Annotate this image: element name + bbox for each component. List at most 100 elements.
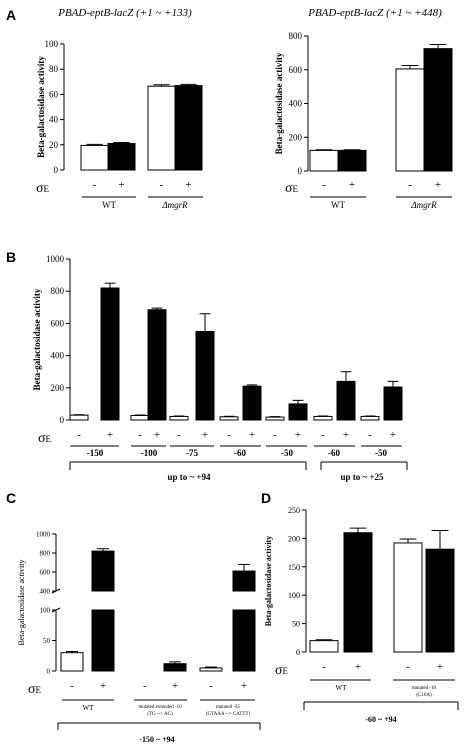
chart-a-left-category-label: +	[118, 179, 124, 191]
chart-b-category-label: +	[249, 429, 255, 441]
chart-a-right-y-tick-label: 800	[289, 31, 303, 41]
chart-a-left-title: PBAD-eptB-lacZ (+1 ~ +133)	[57, 7, 192, 19]
chart-c-category-label: -	[143, 680, 147, 692]
chart-d-group-label: mutated -10	[412, 686, 437, 691]
chart-b-group-label: -60	[328, 448, 340, 458]
chart-c-category-label: -	[209, 680, 213, 692]
chart-d-y-tick-label: 150	[288, 563, 300, 572]
chart-b-category-label: -	[77, 429, 81, 441]
chart-b-bar	[265, 416, 285, 421]
chart-b-category-label: -	[368, 429, 372, 441]
chart-b-category-label: +	[390, 429, 396, 441]
chart-c-group-label: WT	[83, 704, 95, 712]
chart-c-y-tick-label: 1000	[36, 531, 51, 539]
chart-d-bottom-label: -60 ~ +94	[365, 715, 396, 724]
chart-a-left-y-axis-label: Beta-galactosidase activity	[36, 56, 46, 158]
chart-a-right-y-tick-label: 200	[289, 132, 303, 142]
chart-b-bracket-label: up to ~ +94	[167, 472, 211, 482]
chart-d-y-tick-label: 100	[288, 591, 300, 600]
chart-a-left-bar	[107, 143, 136, 171]
chart-a-right-group-label: WT	[331, 200, 345, 210]
chart-c-y-tick-label: 600	[40, 569, 51, 577]
chart-c-bar-lower	[232, 609, 256, 672]
chart-c-category-label: -	[70, 680, 74, 692]
chart-b-bar	[360, 415, 380, 421]
chart-c-y-tick-label: 100	[40, 607, 51, 615]
chart-b-bar	[130, 414, 150, 421]
chart-a-left-bar	[147, 85, 176, 171]
chart-c-category-label: +	[100, 680, 106, 692]
chart-b-group-label: -50	[375, 448, 387, 458]
panel-letter-c: C	[6, 490, 16, 506]
chart-b-y-tick-label: 800	[51, 286, 65, 296]
chart-c-bar-lower	[91, 609, 115, 672]
chart-a-right-category-label: +	[349, 179, 355, 191]
chart-d-bar	[425, 548, 455, 653]
chart-b-bracket-label: up to ~ +25	[340, 472, 384, 482]
chart-b-bar	[313, 415, 333, 421]
chart-b-group-label: -75	[186, 448, 198, 458]
chart-d-y-tick-label: 200	[288, 534, 300, 543]
chart-b-category-label: +	[154, 429, 160, 441]
chart-a-left-category-label: -	[93, 179, 97, 191]
panel-letter-b: B	[6, 249, 16, 265]
chart-a-right-bar	[423, 48, 453, 172]
chart-a-right-category-label: -	[322, 179, 326, 191]
chart-a-left-y-tick-label: 40	[49, 115, 59, 125]
chart-b-bar	[100, 287, 120, 421]
chart-a-right-sigma-label: σE	[285, 181, 299, 196]
chart-b-bar	[219, 416, 239, 421]
chart-c-group-label: mutated -35	[216, 705, 241, 710]
chart-c-group-label: (TG --> AC)	[147, 712, 173, 717]
chart-a-left-category-label: +	[185, 179, 191, 191]
chart-d-y-axis-label: Beta-galactosidase activity	[264, 536, 273, 626]
chart-c-bar	[60, 652, 84, 672]
charts-layer: 0 20 40 60 80 100 Beta-galactosidase activity -…	[17, 7, 459, 744]
chart-b-group-label: -150	[87, 448, 104, 458]
chart-b-category-label: -	[138, 429, 142, 441]
chart-a-left-y-tick-label: 20	[49, 140, 59, 150]
chart-b-bar	[69, 414, 89, 421]
chart-a-right-y-axis-label: Beta-galactosidase activity	[274, 52, 284, 154]
chart-b-y-tick-label: 200	[51, 383, 65, 393]
chart-d-group-label: WT	[336, 684, 348, 692]
chart-c-bar-upper	[91, 550, 115, 592]
chart-b-y-tick-label: 600	[51, 318, 65, 328]
chart-a-left-y-tick-label: 80	[49, 64, 59, 74]
chart-b-category-label: -	[227, 429, 231, 441]
chart-a-left-y-tick-label: 0	[54, 165, 59, 175]
chart-a-left-bar	[80, 144, 109, 171]
chart-d-category-label: +	[437, 661, 443, 673]
chart-b-y-tick-label: 1000	[46, 254, 65, 264]
chart-a-right-bar	[395, 68, 425, 172]
chart-d-bar	[393, 542, 423, 653]
chart-d-y-tick-label: 50	[292, 620, 300, 629]
chart-b-category-label: +	[343, 429, 349, 441]
chart-b-category-label: -	[177, 429, 181, 441]
chart-a-left-sigma-label: σE	[36, 181, 50, 196]
chart-d-y-tick-label: 250	[288, 506, 300, 515]
chart-c-y-tick-label: 50	[43, 637, 51, 645]
chart-b-bar	[242, 385, 262, 421]
chart-d-category-label: -	[406, 661, 410, 673]
chart-a-right-category-label: -	[408, 179, 412, 191]
chart-c-group-label: (GTAAA --> CATTT)	[206, 712, 251, 717]
chart-b-y-axis-label: Beta-galactosidase activity	[32, 288, 42, 390]
chart-c-bar	[163, 663, 187, 672]
chart-c-sigma-label: σE	[28, 682, 42, 697]
chart-b-bar	[383, 386, 403, 421]
chart-b-group-label: -50	[281, 448, 293, 458]
chart-c-bar	[199, 667, 223, 672]
chart-d-y-tick-label: 0	[296, 648, 300, 657]
chart-a-right-bar	[337, 149, 367, 172]
chart-b-bar	[288, 403, 308, 421]
chart-d-sigma-label: σE	[275, 663, 289, 678]
chart-c-y-tick-label: 800	[40, 550, 51, 558]
chart-a-left-category-label: -	[160, 179, 164, 191]
chart-b-bar	[195, 330, 215, 421]
chart-a-left-y-tick-label: 60	[49, 89, 59, 99]
panel-letter-d: D	[261, 490, 271, 506]
chart-b-category-label: +	[295, 429, 301, 441]
chart-d-category-label: +	[355, 661, 361, 673]
